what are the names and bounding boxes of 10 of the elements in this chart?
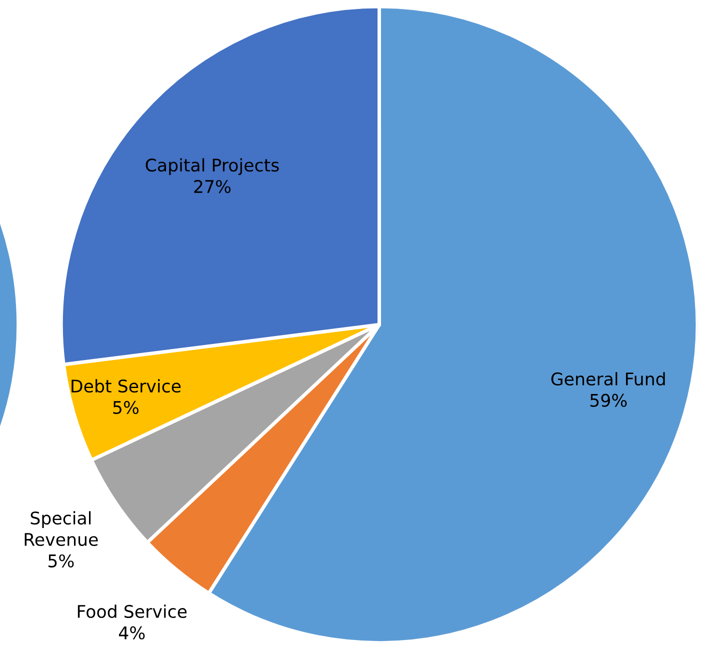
slice-label: Special Revenue <box>24 511 98 546</box>
data-label: 5% <box>113 400 139 414</box>
data-label: 27% <box>194 180 231 194</box>
data-label: 5% <box>48 554 74 568</box>
data-label: 4% <box>118 626 145 640</box>
data-label: 59% <box>590 394 627 407</box>
slice-label: Debt Service <box>72 379 181 393</box>
slice-label: Food Service <box>78 604 187 618</box>
slice-label: Capital Projects <box>146 158 279 176</box>
slice-label: General Fund <box>551 372 665 386</box>
